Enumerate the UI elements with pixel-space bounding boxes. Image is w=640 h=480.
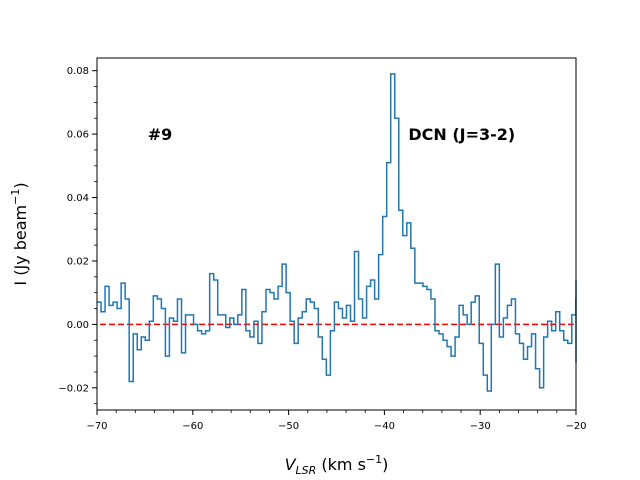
x-axis-title-subscript: LSR — [296, 464, 317, 477]
y-axis-title-close: ) — [11, 182, 30, 188]
plot-frame — [96, 57, 577, 411]
x-tick-label: −60 — [182, 421, 203, 432]
x-axis-title-units: (km s — [316, 455, 366, 474]
y-tick-label: −0.02 — [58, 383, 89, 394]
x-tick-label: −50 — [278, 421, 299, 432]
y-tick-label: 0.06 — [67, 130, 89, 141]
y-axis-ticks: −0.02 0.00 0.02 0.04 0.06 0.08 — [58, 66, 97, 405]
x-axis-title: VLSR (km s−1) — [285, 453, 389, 477]
annotation-source-number: #9 — [148, 125, 173, 144]
y-tick-label: 0.08 — [67, 66, 89, 77]
x-tick-label: −20 — [565, 421, 586, 432]
y-tick-label: 0.04 — [67, 193, 89, 204]
x-tick-label: −40 — [374, 421, 395, 432]
y-tick-label: 0.00 — [67, 320, 89, 331]
y-axis-title: I (Jy beam−1) — [9, 182, 30, 285]
x-tick-label: −30 — [470, 421, 491, 432]
y-tick-label: 0.02 — [67, 256, 89, 267]
x-tick-label: −70 — [86, 421, 107, 432]
annotation-line-name: DCN (J=3-2) — [408, 125, 515, 144]
x-axis-title-close: ) — [382, 455, 388, 474]
x-axis-title-superscript: −1 — [366, 453, 382, 466]
y-axis-title-superscript: −1 — [9, 189, 22, 205]
x-axis-title-symbol: V — [285, 455, 297, 474]
y-axis-title-main: I (Jy beam — [11, 205, 30, 286]
